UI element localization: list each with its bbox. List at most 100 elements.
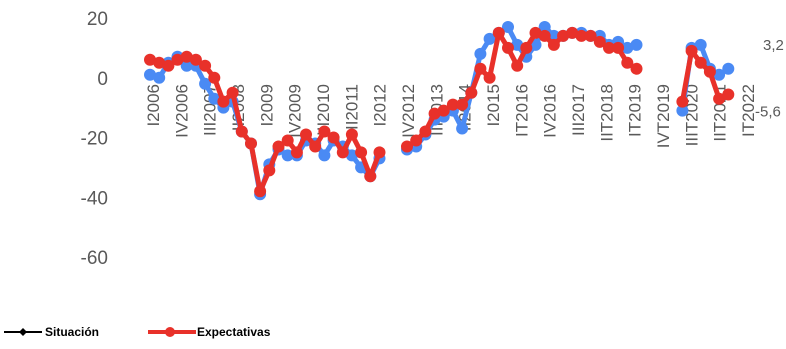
data-point (685, 44, 698, 57)
data-point (153, 56, 166, 69)
data-point (318, 149, 331, 162)
data-point (502, 41, 514, 54)
x-tick-label: I2012 (371, 84, 390, 127)
data-point (621, 56, 634, 69)
data-point (474, 47, 487, 60)
x-tick-label: I2006 (144, 84, 163, 127)
x-tick-label: IIT2018 (597, 84, 616, 142)
data-point (180, 50, 193, 63)
series-expectativas (144, 26, 735, 198)
data-point (465, 86, 478, 99)
data-point (281, 134, 294, 147)
data-point (171, 53, 184, 66)
data-point (318, 125, 331, 138)
x-tick-label: III2010 (314, 84, 333, 136)
data-point (199, 77, 212, 90)
data-point (713, 92, 726, 105)
data-point (345, 149, 358, 162)
data-point (529, 26, 542, 39)
series-end-label: -5,6 (755, 103, 781, 120)
legend-label: Expectativas (197, 325, 271, 339)
data-point (575, 29, 588, 42)
data-point (290, 146, 303, 159)
data-point (401, 140, 413, 153)
data-point (474, 62, 487, 75)
data-point (410, 134, 423, 147)
x-tick-label: II2011 (342, 84, 361, 130)
data-point (235, 125, 248, 138)
y-tick-label: 20 (87, 9, 108, 30)
data-point (226, 86, 239, 99)
y-tick-label: 0 (97, 69, 108, 90)
data-point (630, 38, 643, 51)
data-point (162, 59, 175, 72)
data-point (520, 41, 533, 54)
data-point (446, 98, 459, 111)
data-point (538, 21, 551, 33)
data-point (272, 140, 285, 153)
data-point (180, 59, 193, 72)
x-tick-label: I2009 (257, 84, 276, 127)
data-point (612, 41, 625, 54)
series-layer (144, 21, 735, 201)
legend-item-expectativas: Expectativas (148, 325, 271, 339)
data-point (208, 71, 221, 84)
data-point (208, 92, 221, 105)
data-point (676, 95, 689, 108)
data-point (428, 107, 441, 120)
data-point (345, 128, 358, 141)
data-point (254, 185, 267, 198)
data-point (327, 131, 340, 144)
data-point (364, 170, 377, 183)
data-point (300, 128, 312, 141)
data-point (566, 26, 579, 39)
x-tick-label: IV2009 (286, 84, 305, 138)
data-point (722, 62, 735, 75)
data-point (694, 38, 707, 51)
data-point (483, 71, 496, 84)
data-point (456, 98, 469, 111)
x-tick-label: IV2016 (541, 84, 560, 138)
legend-label: Situación (45, 325, 99, 339)
data-point (245, 137, 257, 150)
x-tick-label: I2015 (484, 84, 503, 127)
data-point (511, 38, 524, 51)
end-labels: 3,2 -5,6 (755, 37, 784, 120)
data-point (694, 56, 707, 69)
legend: Situación Expectativas (4, 325, 271, 339)
data-point (189, 53, 202, 66)
x-tick-label: IT2016 (512, 84, 531, 137)
x-tick-label: IV2012 (399, 84, 418, 138)
x-tick-label: IVT2019 (654, 84, 673, 148)
y-tick-label: -20 (81, 129, 108, 150)
data-point (593, 35, 606, 48)
data-point (217, 95, 230, 108)
x-tick-label: IT2022 (739, 84, 758, 137)
data-point (713, 68, 726, 81)
data-point (603, 41, 615, 54)
data-point (281, 149, 294, 162)
data-point (557, 29, 570, 42)
data-point (309, 140, 322, 153)
y-axis-ticks: 20 0 -20 -40 -60 (81, 9, 108, 269)
x-tick-label: IV2006 (172, 84, 191, 138)
data-point (153, 71, 166, 84)
y-tick-label: -60 (81, 248, 108, 269)
data-point (492, 26, 505, 39)
data-point (144, 53, 156, 66)
data-point (538, 29, 551, 42)
series-end-label: 3,2 (763, 37, 784, 54)
data-point (547, 38, 560, 51)
data-point (437, 104, 450, 117)
data-point (373, 146, 386, 159)
diamond-marker-icon (19, 328, 27, 336)
x-tick-label: III2017 (569, 84, 588, 136)
data-point (355, 146, 368, 159)
data-point (263, 164, 276, 177)
data-point (199, 59, 212, 72)
data-point (703, 65, 716, 78)
x-tick-label: IT2019 (626, 84, 645, 137)
legend-item-situacion: Situación (4, 325, 99, 339)
data-point (511, 59, 524, 72)
